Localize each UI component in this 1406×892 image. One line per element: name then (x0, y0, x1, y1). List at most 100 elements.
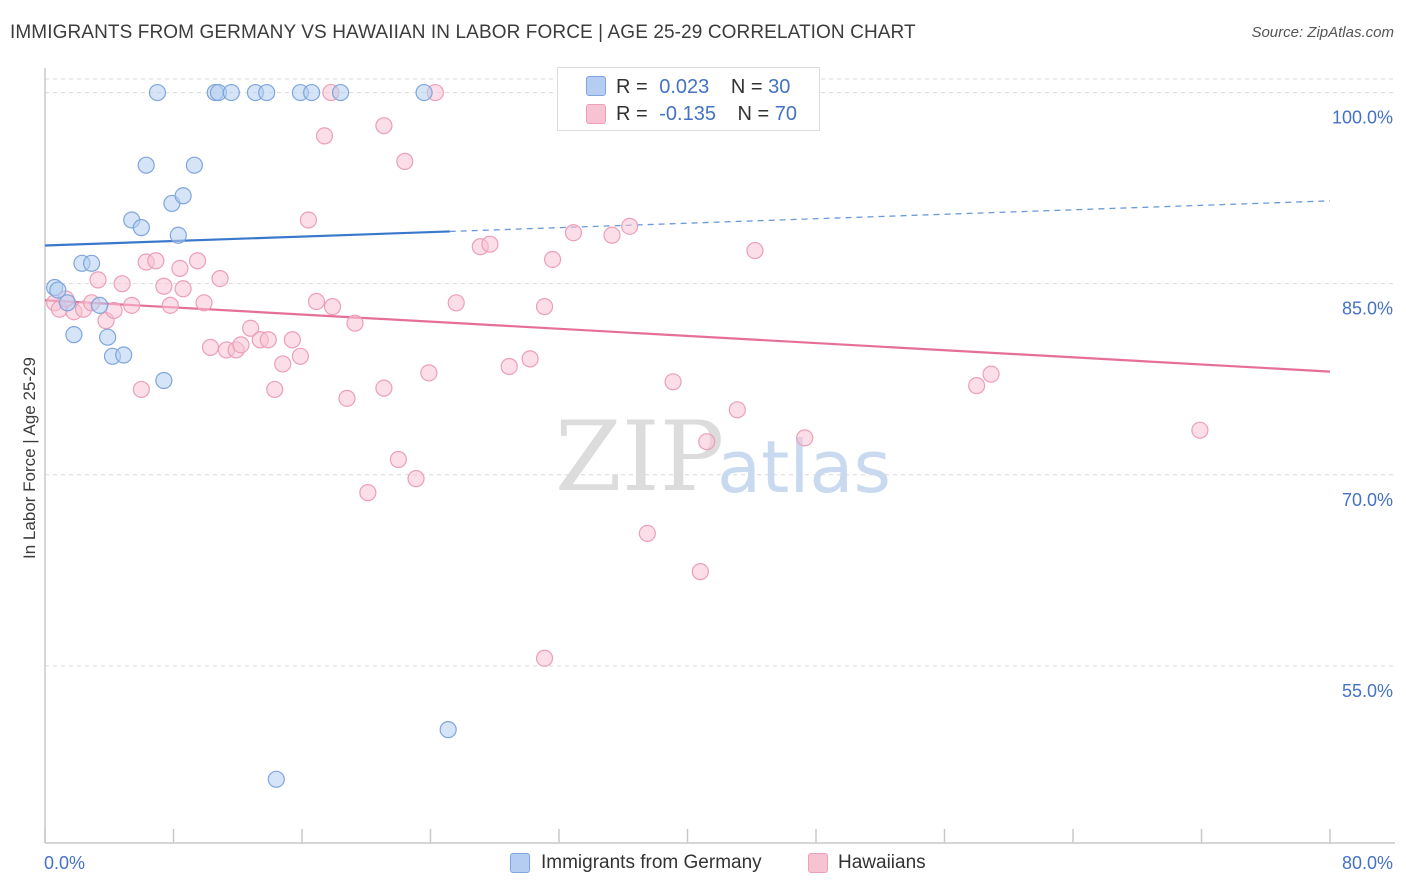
point-germany (65, 326, 83, 344)
point-hawaiians (171, 259, 189, 277)
point-hawaiians (420, 364, 438, 382)
legend-n-label: N = (730, 76, 763, 98)
point-hawaiians (481, 235, 499, 253)
point-hawaiians (123, 296, 141, 314)
point-hawaiians (535, 649, 554, 667)
legend-swatch-pink (586, 104, 606, 124)
point-hawaiians (691, 563, 709, 581)
point-hawaiians (338, 389, 356, 407)
bottom-legend-hawaiians: Hawaiians (838, 852, 926, 873)
point-hawaiians (299, 211, 318, 229)
point-germany (222, 83, 240, 102)
point-germany (58, 294, 77, 312)
point-hawaiians (543, 250, 562, 269)
point-germany (303, 83, 321, 102)
point-hawaiians (638, 524, 656, 543)
point-hawaiians (232, 336, 250, 354)
legend-n-value-germany: 30 (768, 76, 791, 98)
point-hawaiians (89, 271, 107, 289)
point-hawaiians (161, 296, 179, 314)
point-hawaiians (323, 298, 342, 316)
point-germany (267, 770, 285, 788)
point-hawaiians (500, 357, 518, 376)
point-hawaiians (375, 117, 393, 135)
point-hawaiians (266, 380, 284, 399)
trend-lines (44, 200, 1331, 373)
y-tick-label: 85.0% (1342, 299, 1393, 319)
legend-swatch-blue (586, 76, 606, 96)
y-axis-label: In Labor Force | Age 25-29 (20, 357, 39, 559)
source-label: Source: ZipAtlas.com (1251, 24, 1394, 41)
point-hawaiians (307, 292, 326, 311)
legend-r-value-germany: 0.023 (659, 76, 710, 98)
bottom-legend-germany: Immigrants from Germany (541, 852, 762, 873)
point-hawaiians (259, 331, 277, 349)
point-germany (155, 371, 173, 390)
point-hawaiians (155, 277, 173, 295)
point-hawaiians (201, 338, 220, 356)
point-hawaiians (315, 127, 334, 145)
axes: 55.0% 70.0% 85.0% 100.0% 0.0% 80.0% (44, 68, 1395, 873)
point-hawaiians (982, 365, 1000, 383)
legend-n-value-hawaiians: 70 (774, 103, 798, 125)
trend-line-germany-extension (449, 200, 1331, 233)
point-hawaiians (105, 301, 123, 320)
point-germany (91, 296, 109, 314)
point-hawaiians (698, 433, 716, 451)
point-hawaiians (291, 347, 309, 365)
point-hawaiians (274, 355, 292, 373)
y-tick-label: 70.0% (1342, 490, 1393, 510)
point-hawaiians (564, 224, 583, 242)
point-hawaiians (728, 401, 746, 419)
point-germany (174, 187, 192, 205)
stats-legend: R = 0.023 N = 30 R = -0.135 N = 70 (557, 67, 820, 131)
point-hawaiians (621, 217, 639, 235)
point-germany (115, 346, 133, 364)
point-hawaiians (174, 280, 192, 298)
trend-line-germany (44, 230, 450, 247)
point-hawaiians (1191, 421, 1209, 439)
point-germany (148, 83, 167, 102)
point-germany (82, 254, 101, 272)
point-hawaiians (603, 226, 621, 244)
watermark: ZIP atlas (555, 401, 891, 513)
point-hawaiians (113, 275, 131, 293)
point-hawaiians (447, 294, 465, 312)
point-hawaiians (195, 294, 213, 312)
point-germany (415, 83, 433, 102)
legend-r-label: R = (616, 76, 648, 98)
legend-row-germany: R = 0.023 N = 30 (616, 76, 790, 99)
x-tick-label-max: 80.0% (1342, 853, 1393, 873)
point-hawaiians (188, 252, 207, 270)
legend-n-label: N = (737, 103, 770, 125)
point-hawaiians (968, 377, 986, 395)
point-germany (258, 83, 276, 102)
point-germany (185, 156, 203, 174)
point-hawaiians (664, 373, 682, 391)
point-hawaiians (389, 450, 407, 469)
point-hawaiians (396, 152, 414, 170)
point-germany (49, 281, 67, 299)
point-hawaiians (535, 298, 554, 316)
trend-line-hawaiians (44, 299, 1331, 373)
point-germany (132, 219, 150, 237)
point-hawaiians (211, 269, 229, 288)
point-germany (137, 156, 155, 174)
point-hawaiians (407, 470, 425, 488)
point-germany (99, 328, 117, 346)
point-hawaiians (242, 319, 260, 337)
chart-title: IMMIGRANTS FROM GERMANY VS HAWAIIAN IN L… (10, 22, 916, 43)
bottom-legend-swatch-blue (510, 853, 530, 873)
point-hawaiians (375, 379, 393, 397)
point-hawaiians (521, 350, 539, 368)
point-hawaiians (147, 252, 165, 270)
legend-r-label: R = (616, 103, 648, 125)
point-germany (331, 83, 350, 102)
point-hawaiians (359, 484, 377, 502)
point-hawaiians (746, 241, 764, 260)
x-tick-label-min: 0.0% (44, 853, 85, 873)
legend-r-value-hawaiians: -0.135 (659, 103, 716, 125)
point-germany (169, 226, 187, 244)
y-tick-label: 100.0% (1332, 108, 1393, 128)
data-points (46, 83, 1209, 788)
